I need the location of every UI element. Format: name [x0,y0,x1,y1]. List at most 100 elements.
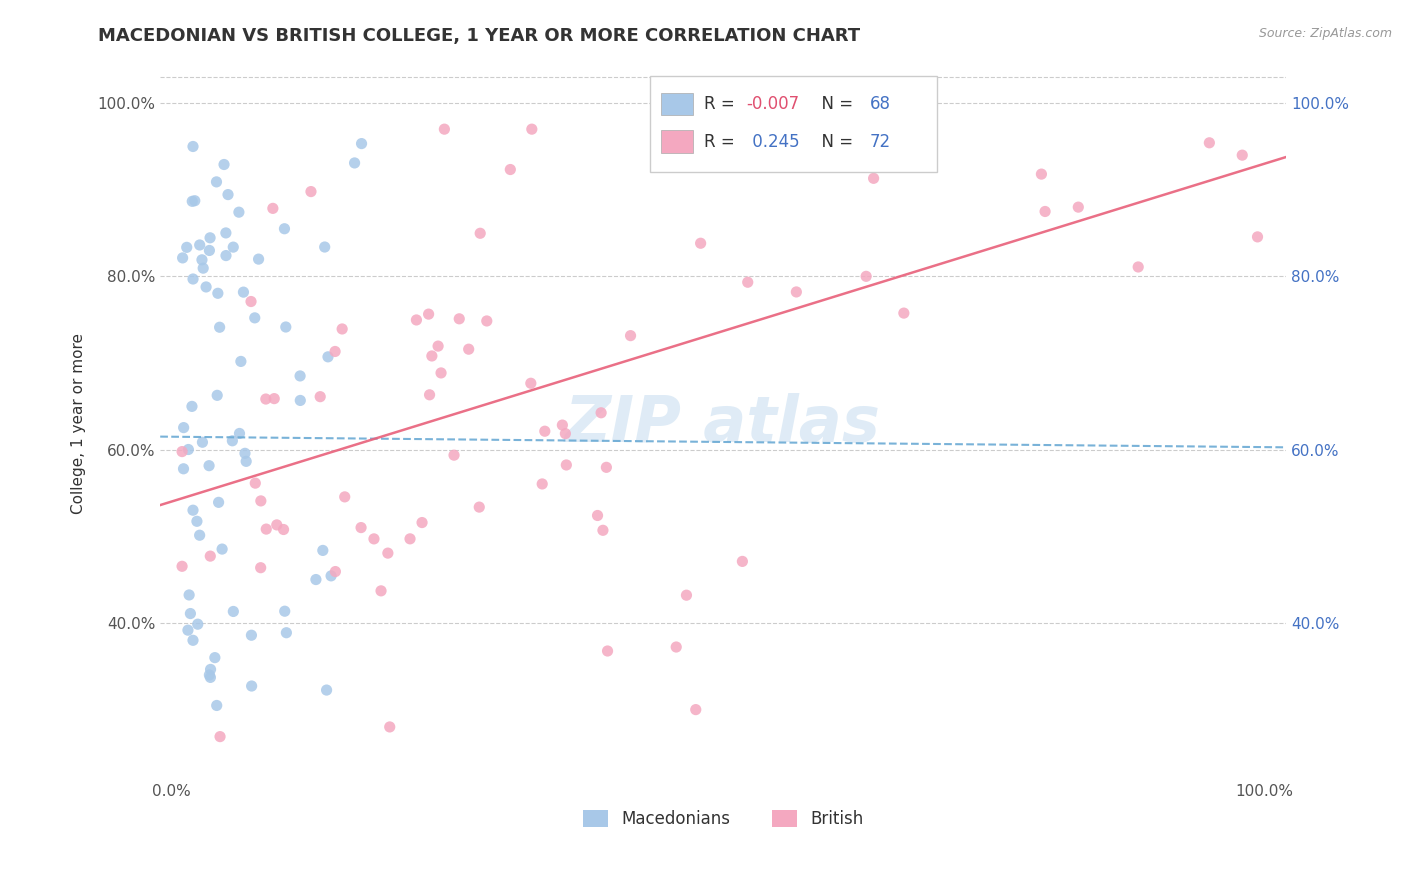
Point [330,322,353,336]
Point [290,393,312,408]
Point [274,320,297,334]
Point [1128,260,1150,274]
Point [319,569,342,583]
Point [1067,200,1090,214]
Point [250,494,273,508]
Point [273,221,295,235]
Point [200,662,222,676]
Point [217,187,239,202]
Point [191,435,214,450]
Point [176,240,198,254]
Point [323,344,346,359]
Point [468,500,491,515]
Point [591,406,613,420]
Point [177,442,200,457]
Point [665,640,688,654]
Point [195,280,218,294]
Point [212,157,235,171]
Point [737,275,759,289]
Point [377,546,399,560]
Point [181,633,204,648]
Point [193,261,215,276]
Text: -0.007: -0.007 [747,95,800,113]
Point [312,543,335,558]
Point [198,668,221,682]
Point [276,625,298,640]
Point [181,400,204,414]
Point [188,238,211,252]
Text: R =: R = [704,133,740,151]
Point [184,194,207,208]
Text: R =: R = [704,95,740,113]
Point [209,730,232,744]
Point [1033,204,1056,219]
Point [315,683,337,698]
Point [221,434,243,448]
Point [205,388,228,402]
Point [1198,136,1220,150]
Point [893,306,915,320]
Point [596,644,619,658]
Point [200,670,222,684]
Point [554,426,576,441]
Point [228,426,250,441]
Point [245,476,267,491]
Point [378,720,401,734]
Point [457,342,479,356]
Point [499,162,522,177]
Legend: Macedonians, British: Macedonians, British [576,803,870,835]
Point [475,314,498,328]
Y-axis label: College, 1 year or more: College, 1 year or more [72,334,86,514]
Text: N =: N = [811,95,858,113]
Text: Source: ZipAtlas.com: Source: ZipAtlas.com [1258,27,1392,40]
Point [215,249,238,263]
Point [420,349,443,363]
Point [470,227,492,241]
Point [555,458,578,472]
Point [350,520,373,534]
Point [205,698,228,713]
Point [1246,230,1268,244]
Point [249,560,271,574]
Point [785,285,807,299]
Point [1232,148,1254,162]
Point [273,523,295,537]
FancyBboxPatch shape [650,76,936,171]
Point [240,679,263,693]
Point [419,388,441,402]
Point [520,122,543,136]
Point [207,495,229,509]
Point [316,350,339,364]
Point [314,240,336,254]
Point [254,522,277,536]
Point [531,477,554,491]
Point [449,311,471,326]
Point [205,175,228,189]
Point [305,573,328,587]
Point [862,171,884,186]
Point [855,269,877,284]
Point [533,424,555,438]
Point [187,617,209,632]
Point [405,313,427,327]
Point [731,554,754,568]
Point [266,517,288,532]
Point [211,542,233,557]
Text: 68: 68 [869,95,890,113]
Point [170,559,193,574]
Point [411,516,433,530]
Point [179,588,201,602]
Point [1031,167,1053,181]
Point [254,392,277,406]
Point [274,604,297,618]
FancyBboxPatch shape [661,93,693,115]
Point [243,310,266,325]
Point [309,390,332,404]
Point [240,628,263,642]
Point [232,285,254,300]
Point [200,549,222,563]
Point [215,226,238,240]
Point [228,205,250,219]
Point [586,508,609,523]
Point [181,139,204,153]
